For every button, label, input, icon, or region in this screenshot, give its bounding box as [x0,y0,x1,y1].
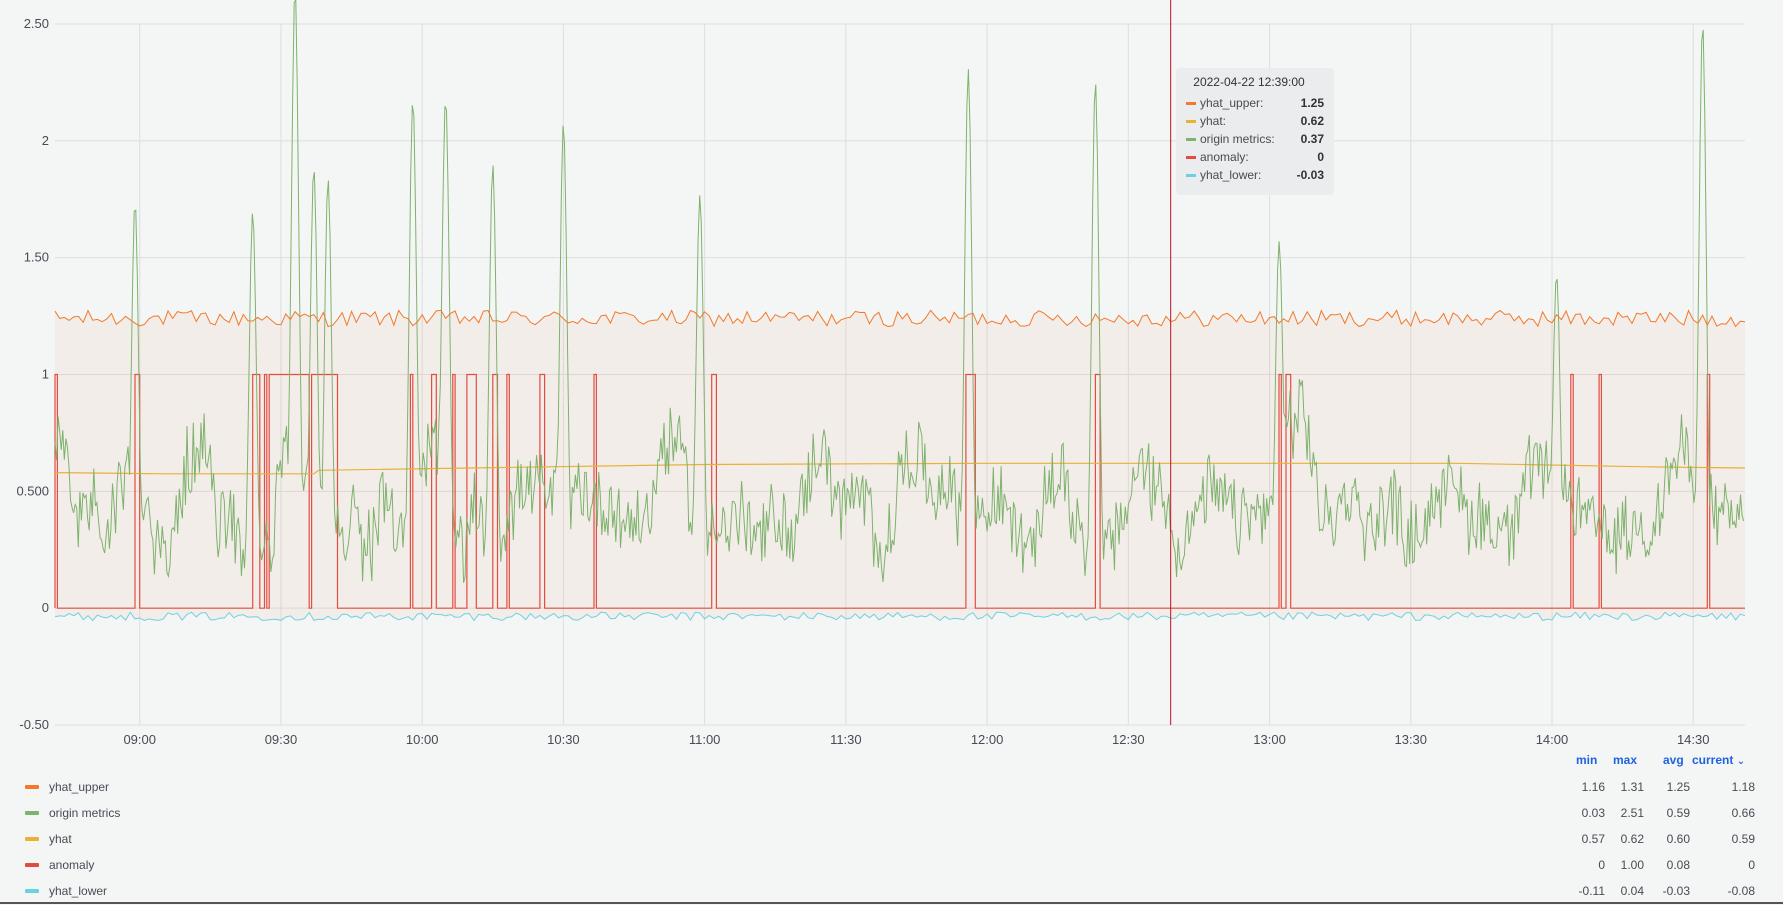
legend-max: 0.04 [1620,884,1644,898]
tooltip-series-value: 1.25 [1300,96,1324,110]
series-swatch [1186,101,1196,105]
x-tick-label: 10:30 [547,732,580,745]
series-swatch [25,837,39,841]
hover-tooltip: 2022-04-22 12:39:00 yhat_upper: 1.25 yha… [1176,68,1334,195]
series-lines [54,0,1746,622]
legend-min: 1.16 [1581,780,1605,794]
y-tick-label: -0.50 [19,717,49,732]
x-tick-label: 11:30 [830,732,862,745]
tooltip-series-name: yhat: [1200,114,1227,128]
series-swatch [1186,137,1196,141]
tooltip-row-origin-metrics: origin metrics: 0.37 [1186,130,1324,148]
series-swatch [25,863,39,867]
series-swatch [25,785,39,789]
legend-current: 1.18 [1731,780,1755,794]
series-line-yhat [54,462,1746,475]
legend-avg: 0.60 [1666,832,1690,846]
legend-series-name[interactable]: yhat_lower [49,884,108,898]
legend-avg: -0.03 [1662,884,1690,898]
x-tick-label: 09:30 [265,732,298,745]
tooltip-series-name: anomaly: [1200,150,1249,164]
y-axis-ticks: 2.50 2 1.50 1 0.500 0 -0.50 [16,16,49,732]
x-tick-label: 14:30 [1677,732,1710,745]
series-line-yhat-lower [54,611,1746,622]
tooltip-series-name: yhat_lower: [1200,168,1262,182]
x-tick-label: 12:00 [971,732,1004,745]
tooltip-row-yhat-lower: yhat_lower: -0.03 [1186,166,1324,184]
legend-current: 0.59 [1731,832,1755,846]
series-swatch [1186,119,1196,123]
tooltip-row-yhat-upper: yhat_upper: 1.25 [1186,94,1324,112]
legend-max: 1.00 [1620,858,1644,872]
legend-row-yhat[interactable]: yhat 0.57 0.62 0.60 0.59 [0,827,1783,853]
series-swatch [25,811,39,815]
series-swatch [25,889,39,893]
y-tick-label: 1 [42,367,49,382]
y-tick-label: 1.50 [24,250,49,265]
legend-series-name[interactable]: anomaly [49,858,95,872]
legend-row-anomaly[interactable]: anomaly 0 1.00 0.08 0 [0,853,1783,879]
panel-bottom-border [0,902,1783,904]
legend-min: -0.11 [1578,884,1605,898]
y-tick-label: 2.50 [24,16,49,31]
series-swatch [1186,173,1196,177]
legend-avg: 0.59 [1666,806,1690,820]
tooltip-series-value: 0.37 [1300,132,1324,146]
x-tick-label: 13:30 [1394,732,1427,745]
tooltip-row-anomaly: anomaly: 0 [1186,148,1324,166]
x-axis-ticks: 09:00 09:30 10:00 10:30 11:00 11:30 12:00 12:30… [123,732,1709,745]
x-tick-label: 10:00 [406,732,439,745]
legend-min: 0 [1598,858,1605,872]
tooltip-row-yhat: yhat: 0.62 [1186,112,1324,130]
legend-max: 0.62 [1620,832,1644,846]
legend-row-yhat-upper[interactable]: yhat_upper 1.16 1.31 1.25 1.18 [0,775,1783,801]
legend-row-yhat-lower[interactable]: yhat_lower -0.11 0.04 -0.03 -0.08 [0,879,1783,905]
y-tick-label: 0.500 [16,483,49,498]
tooltip-series-name: origin metrics: [1200,132,1275,146]
legend-current: 0.66 [1731,806,1755,820]
legend-avg: 1.25 [1666,780,1690,794]
x-tick-label: 09:00 [123,732,156,745]
legend-series-name[interactable]: origin metrics [49,806,121,820]
legend-current: -0.08 [1727,884,1755,898]
legend-avg: 0.08 [1666,858,1690,872]
x-tick-label: 13:00 [1253,732,1286,745]
legend-series-name[interactable]: yhat_upper [49,780,110,794]
legend-series-name[interactable]: yhat [49,832,72,846]
legend-max: 1.31 [1620,780,1644,794]
series-line-yhat-upper [54,309,1746,328]
y-tick-label: 0 [42,600,49,615]
tooltip-series-name: yhat_upper: [1200,96,1264,110]
series-line-origin-metrics [54,0,1745,583]
x-tick-label: 14:00 [1536,732,1569,745]
legend-header-max[interactable]: max [1613,753,1638,767]
chevron-down-icon: ⌄ [1736,756,1746,767]
x-tick-label: 11:00 [689,732,721,745]
tooltip-series-value: 0 [1317,150,1324,164]
series-swatch [1186,155,1196,159]
legend-header-avg[interactable]: avg [1663,753,1684,767]
time-series-chart[interactable]: 2.50 2 1.50 1 0.500 0 -0.50 09:00 09:30 10:00 10:… [0,0,1783,745]
legend-header-current[interactable]: current ⌄ [1692,753,1745,769]
legend-min: 0.03 [1581,806,1605,820]
tooltip-series-value: -0.03 [1296,168,1324,182]
legend-header-current-label: current [1692,753,1734,767]
legend-min: 0.57 [1581,832,1605,846]
tooltip-time: 2022-04-22 12:39:00 [1193,75,1305,89]
legend-header-min[interactable]: min [1576,753,1598,767]
legend-current: 0 [1748,858,1755,872]
legend-row-origin-metrics[interactable]: origin metrics 0.03 2.51 0.59 0.66 [0,801,1783,827]
x-tick-label: 12:30 [1112,732,1145,745]
legend-max: 2.51 [1620,806,1644,820]
y-tick-label: 2 [42,133,49,148]
tooltip-series-value: 0.62 [1300,114,1324,128]
